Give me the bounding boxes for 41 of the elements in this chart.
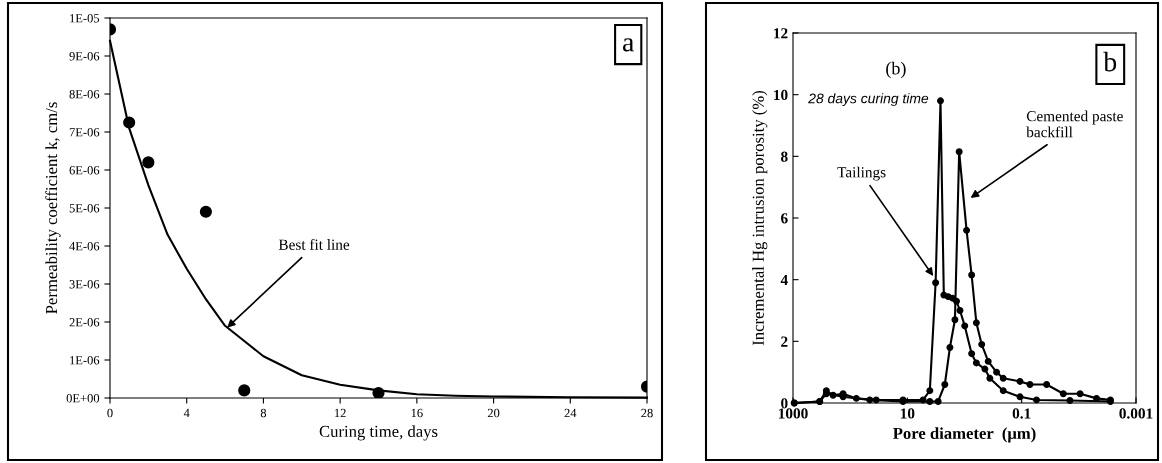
x-tick-label: 0.1 (1012, 408, 1031, 419)
y-tick-label: 0E+00 (66, 394, 100, 403)
x-tick-label: 0.001 (1119, 408, 1153, 419)
y-tick-label: 5E-06 (69, 204, 100, 213)
annotation: Cemented paste backfill (1026, 110, 1123, 138)
x-axis-title: Curing time, days (319, 425, 438, 441)
x-tick-label: 0 (107, 408, 113, 418)
y-tick-label: 7E-06 (69, 128, 100, 137)
x-tick-label: 12 (334, 408, 346, 418)
x-tick-label: 1000 (778, 408, 808, 419)
y-tick-label: 4 (780, 274, 788, 285)
y-tick-label: 12 (774, 28, 788, 39)
y-tick-label: 1E-05 (70, 14, 100, 23)
y-tick-label: 0 (781, 398, 788, 409)
y-tick-label: 9E-06 (69, 52, 100, 61)
y-tick-label: 8E-06 (69, 90, 100, 99)
y-tick-label: 4E-06 (69, 242, 100, 251)
y-axis-title: Incremental Hg intrusion porosity (%) (752, 90, 768, 346)
y-axis-title: Permeability coefficient k, cm/s (45, 102, 61, 314)
x-tick-label: 16 (411, 408, 423, 418)
x-tick-label: 8 (260, 408, 267, 418)
annotation: Tailings (837, 166, 886, 181)
y-tick-label: 3E-06 (69, 280, 100, 289)
x-tick-label: 4 (183, 408, 190, 418)
annotation: a (623, 38, 634, 52)
x-tick-label: 20 (487, 408, 500, 418)
x-tick-label: 10 (900, 408, 915, 419)
x-tick-label: 24 (564, 408, 577, 418)
y-tick-label: 2E-06 (69, 318, 100, 327)
annotation: b (1103, 51, 1117, 72)
y-tick-label: 2 (781, 336, 788, 347)
y-tick-label: 10 (774, 89, 788, 101)
annotation: 28 days curing time (808, 93, 929, 107)
y-tick-label: 1E-06 (70, 356, 100, 365)
y-tick-label: 6 (781, 213, 788, 224)
annotation: Best fit line (278, 238, 350, 250)
x-axis-title: Pore diameter (μm) (893, 427, 1036, 443)
annotation: (b) (886, 61, 906, 79)
x-tick-label: 28 (641, 408, 653, 418)
y-tick-label: 6E-06 (69, 166, 100, 175)
y-tick-label: 8 (781, 151, 788, 162)
